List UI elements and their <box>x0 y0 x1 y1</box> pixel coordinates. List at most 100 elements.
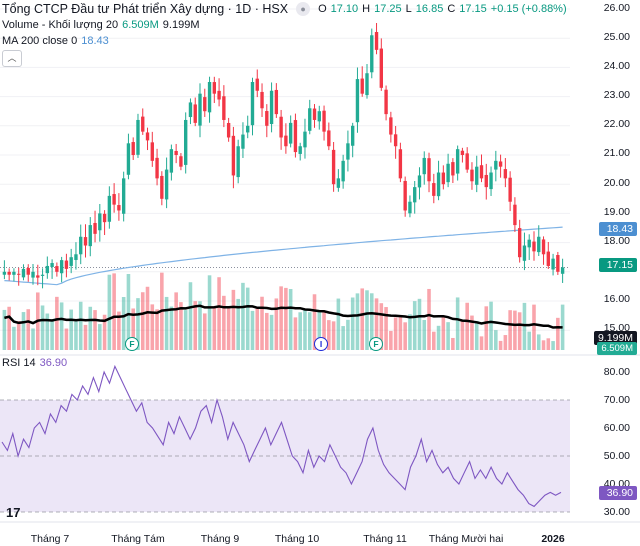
price-axis-label: 18.00 <box>603 235 630 247</box>
time-axis-label: Tháng 7 <box>30 533 70 545</box>
volume-bar <box>408 314 412 350</box>
candle-body <box>308 108 312 131</box>
volume-bar <box>293 317 298 350</box>
volume-bar <box>284 287 288 350</box>
rsi-axis-label: 50.00 <box>603 450 630 462</box>
candle-body <box>17 273 21 275</box>
volume-bar <box>479 336 484 350</box>
candle-body <box>475 166 479 185</box>
candle-body <box>527 239 531 248</box>
volume-bar <box>16 321 21 350</box>
volume-legend[interactable]: Volume - Khối lượng 20 6.509M 9.199M <box>2 19 200 31</box>
candle-body <box>408 201 412 214</box>
volume-bar <box>489 301 493 350</box>
rsi-legend[interactable]: RSI 14 36.90 <box>2 357 67 369</box>
candle-body <box>393 134 398 147</box>
time-axis-label: Tháng Tám <box>111 533 165 545</box>
candle-body <box>370 35 374 73</box>
candle-body <box>470 169 474 182</box>
candle-body <box>312 108 317 120</box>
symbol-title[interactable]: Tổng CTCP Đầu tư Phát triển Xây dựng · 1… <box>2 2 289 16</box>
volume-bar <box>331 321 336 350</box>
time-axis-label: Tháng Mười hai <box>428 533 504 545</box>
ma-legend[interactable]: MA 200 close 0 18.43 <box>2 35 109 47</box>
candle-body <box>427 158 431 182</box>
volume-bar <box>465 302 469 350</box>
candle-body <box>222 96 226 120</box>
volume-bar <box>226 306 231 350</box>
candle-body <box>484 174 488 188</box>
volume-bar <box>513 310 517 350</box>
volume-bar <box>88 306 93 350</box>
candle-body <box>379 48 383 88</box>
collapse-legend-button[interactable]: ︿ <box>2 50 22 67</box>
volume-bar <box>494 330 498 350</box>
volume-bar <box>69 309 73 350</box>
rsi-line <box>1 364 562 508</box>
tradingview-logo-icon[interactable]: 17 <box>6 505 21 520</box>
volume-bar <box>307 312 312 350</box>
eye-icon[interactable]: ● <box>296 2 311 16</box>
rsi-axis-label: 30.00 <box>603 506 630 518</box>
volume-bar <box>83 324 88 350</box>
volume-bar <box>360 288 365 350</box>
ma-price-badge: 18.43 <box>599 222 637 236</box>
volume-bar <box>55 296 59 350</box>
time-axis-label: Tháng 9 <box>200 533 240 545</box>
volume-bar <box>274 298 279 350</box>
candle-body <box>203 97 207 112</box>
candle-body <box>255 78 259 91</box>
chevron-up-icon: ︿ <box>7 53 17 63</box>
volume-bar <box>503 335 508 350</box>
volume-bar <box>193 301 198 350</box>
candle-body <box>136 119 140 155</box>
volume-bar <box>140 292 145 350</box>
ohlc-low: 16.85 <box>415 3 444 15</box>
candle-body <box>532 241 536 252</box>
volume-bar <box>12 326 16 350</box>
financials-event-icon[interactable]: F <box>125 337 139 351</box>
candle-body <box>513 204 517 226</box>
volume-bar <box>150 304 155 350</box>
candle-body <box>169 149 174 173</box>
price-axis-label: 21.00 <box>603 147 630 159</box>
candle-body <box>231 135 236 176</box>
volume-bar <box>7 306 11 350</box>
candle-body <box>64 260 69 269</box>
rsi-legend-label: RSI 14 <box>2 357 36 369</box>
volume-bar <box>556 317 560 350</box>
candle-body <box>74 254 78 260</box>
candle-body <box>537 236 541 253</box>
rsi-axis-label: 80.00 <box>603 366 630 378</box>
volume-bar <box>432 331 436 350</box>
price-axis-label: 19.00 <box>603 206 630 218</box>
candle-body <box>236 146 240 178</box>
financials-event-icon[interactable]: F <box>369 337 383 351</box>
ohlc-low-key: L <box>405 3 412 15</box>
ohlc-high-key: H <box>362 3 371 15</box>
candle-body <box>279 116 283 138</box>
volume-bar <box>436 325 441 350</box>
volume-bar <box>183 310 188 350</box>
volume-bar <box>265 312 269 350</box>
ohlc-high: 17.25 <box>374 3 402 15</box>
candle-body <box>298 146 302 154</box>
volume-bar <box>212 306 217 350</box>
candle-body <box>556 255 560 272</box>
candle-body <box>446 163 450 183</box>
volume-bar <box>98 324 102 350</box>
volume-bar <box>45 313 50 350</box>
volume-bar <box>532 304 536 350</box>
volume-bar <box>102 314 107 350</box>
candle-body <box>179 156 183 167</box>
volume-bar <box>269 314 274 350</box>
candle-body <box>121 178 126 214</box>
volume-bar <box>312 294 317 350</box>
volume-bar <box>527 331 532 350</box>
volume-bar <box>389 330 393 350</box>
rsi-axis-label: 70.00 <box>603 394 630 406</box>
ipo-event-icon[interactable]: I <box>314 337 328 351</box>
volume-bar <box>217 277 221 350</box>
